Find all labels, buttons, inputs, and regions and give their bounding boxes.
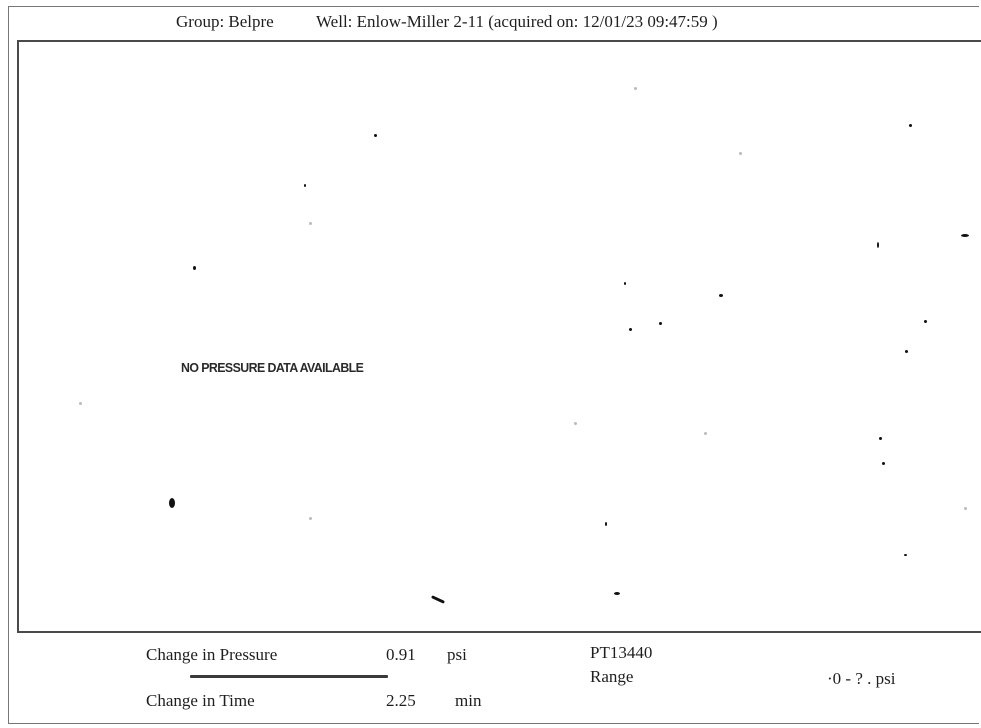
scan-speck xyxy=(879,437,882,440)
scan-speck xyxy=(605,522,607,526)
well-label: Well: Enlow-Miller 2-11 (acquired on: 12… xyxy=(316,12,718,31)
summary-footer: Change in Pressure 0.91 psi Change in Ti… xyxy=(0,635,981,728)
scan-speck xyxy=(309,222,312,225)
scan-speck xyxy=(309,517,312,520)
scan-speck xyxy=(629,328,632,331)
scan-speck xyxy=(169,498,175,508)
scan-speck xyxy=(431,595,445,604)
scan-speck xyxy=(719,294,723,297)
change-time-value: 2.25 xyxy=(386,691,416,710)
scan-speck xyxy=(574,422,577,425)
scan-speck xyxy=(193,266,196,270)
scan-speck xyxy=(704,432,707,435)
window-frame xyxy=(8,6,979,724)
scan-speck xyxy=(624,282,626,285)
scan-speck xyxy=(659,322,662,325)
scan-speck xyxy=(614,592,620,595)
scan-speck xyxy=(882,462,885,465)
change-time-label: Change in Time xyxy=(146,691,255,710)
scan-speck xyxy=(739,152,742,155)
change-pressure-unit: psi xyxy=(447,645,467,664)
scan-speck xyxy=(961,234,969,237)
scan-speck xyxy=(904,554,907,556)
range-label: Range xyxy=(590,667,634,686)
scan-speck xyxy=(634,87,637,90)
scan-speck xyxy=(877,242,879,248)
scan-speck xyxy=(905,350,908,353)
scan-speck xyxy=(79,402,82,405)
report-header: Group: Belpre Well: Enlow-Miller 2-11 (a… xyxy=(0,0,981,42)
scan-speck xyxy=(964,507,967,510)
sensor-id: PT13440 xyxy=(590,643,653,662)
change-pressure-value: 0.91 xyxy=(386,645,416,664)
change-pressure-label: Change in Pressure xyxy=(146,645,278,664)
footer-divider xyxy=(190,675,388,678)
no-data-message: NO PRESSURE DATA AVAILABLE xyxy=(181,360,364,375)
change-time-unit: min xyxy=(455,691,482,710)
scan-speck xyxy=(374,134,377,137)
scan-speck xyxy=(909,124,912,127)
scan-speck xyxy=(924,320,927,323)
range-value: ·0 - ? . psi xyxy=(827,669,896,688)
scan-speck xyxy=(304,184,306,187)
pressure-plot-area: NO PRESSURE DATA AVAILABLE xyxy=(17,40,981,633)
group-label: Group: Belpre xyxy=(176,12,274,31)
